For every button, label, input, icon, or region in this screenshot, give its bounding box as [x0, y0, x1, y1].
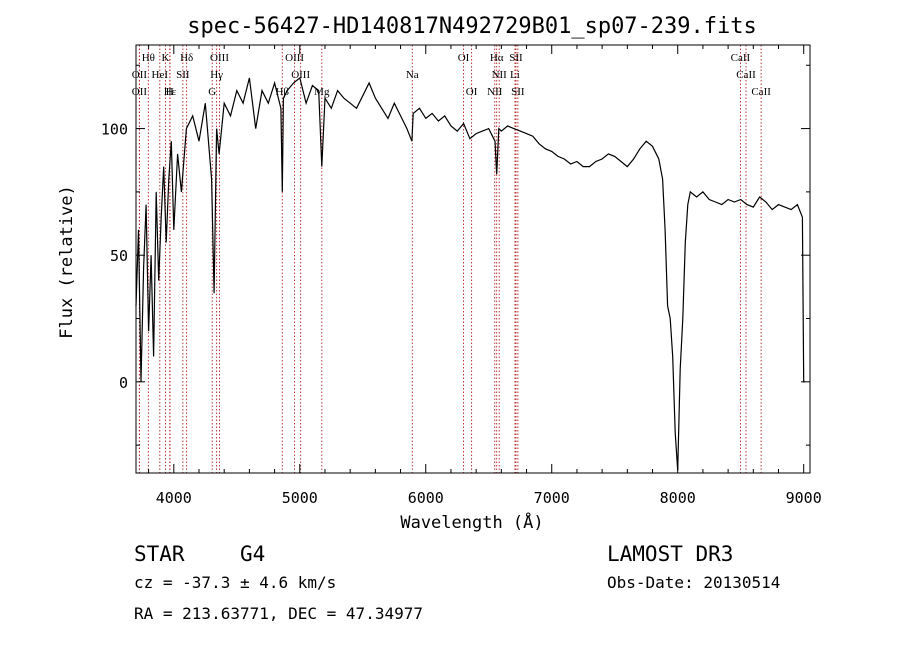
- y-tick-label: 100: [101, 121, 128, 139]
- line-label: NII: [492, 69, 508, 81]
- line-label: Mg: [314, 86, 330, 98]
- line-label: NII: [487, 86, 503, 98]
- y-tick-label: 50: [110, 247, 128, 265]
- line-labels: Hθ K Hδ OIII OIIINaOIOIHαNIINIISIILiSIICaIIC…: [132, 52, 771, 98]
- line-label: HeI: [152, 69, 169, 81]
- flux-series-line: [135, 76, 805, 471]
- x-tick-label: 5000: [282, 489, 318, 507]
- line-label: OII: [132, 86, 148, 98]
- line-label: OIII: [210, 52, 229, 64]
- line-label: SII: [176, 69, 190, 81]
- line-label: G: [208, 86, 216, 98]
- x-tick-label: 6000: [408, 489, 444, 507]
- y-axis: 0 50 100: [101, 64, 810, 446]
- survey-name: LAMOST DR3: [607, 542, 733, 566]
- line-label: Hβ: [275, 86, 289, 98]
- line-label: OII: [132, 69, 148, 81]
- chart-title: spec-56427-HD140817N492729B01_sp07-239.f…: [187, 14, 757, 39]
- line-label: H: [166, 86, 174, 98]
- line-label: OI: [466, 86, 478, 98]
- line-label: CaII: [736, 69, 756, 81]
- x-tick-label: 7000: [534, 489, 570, 507]
- x-tick-label: 8000: [660, 489, 696, 507]
- y-tick-label: 0: [119, 374, 128, 392]
- line-label: OIII: [291, 69, 310, 81]
- line-label: Hδ: [180, 52, 193, 64]
- line-label: Hε: [164, 86, 177, 98]
- line-label: OIII: [285, 52, 304, 64]
- coordinates: RA = 213.63771, DEC = 47.34977: [134, 604, 423, 623]
- object-class: STAR: [134, 542, 185, 566]
- line-label: Hγ: [210, 69, 223, 81]
- line-label: Hα: [490, 52, 504, 64]
- line-label: CaII: [751, 86, 771, 98]
- redshift-cz: cz = -37.3 ± 4.6 km/s: [134, 573, 336, 592]
- obs-date: Obs-Date: 20130514: [607, 573, 780, 592]
- line-label: Hθ: [142, 52, 155, 64]
- x-tick-label: 4000: [156, 489, 192, 507]
- line-label: Li: [510, 69, 520, 81]
- line-label: OI: [458, 52, 470, 64]
- x-axis-label: Wavelength (Å): [400, 511, 543, 533]
- subclass: G4: [240, 542, 265, 566]
- line-label: CaII: [731, 52, 751, 64]
- x-axis: 4000 5000 6000 7000 8000 9000: [148, 45, 822, 507]
- line-label: SII: [511, 86, 525, 98]
- plot-frame: [135, 44, 811, 474]
- line-label: SII: [509, 52, 523, 64]
- line-label: K: [162, 52, 170, 64]
- x-tick-label: 9000: [786, 489, 822, 507]
- line-label: Na: [406, 69, 419, 81]
- y-axis-label: Flux (relative): [57, 185, 77, 339]
